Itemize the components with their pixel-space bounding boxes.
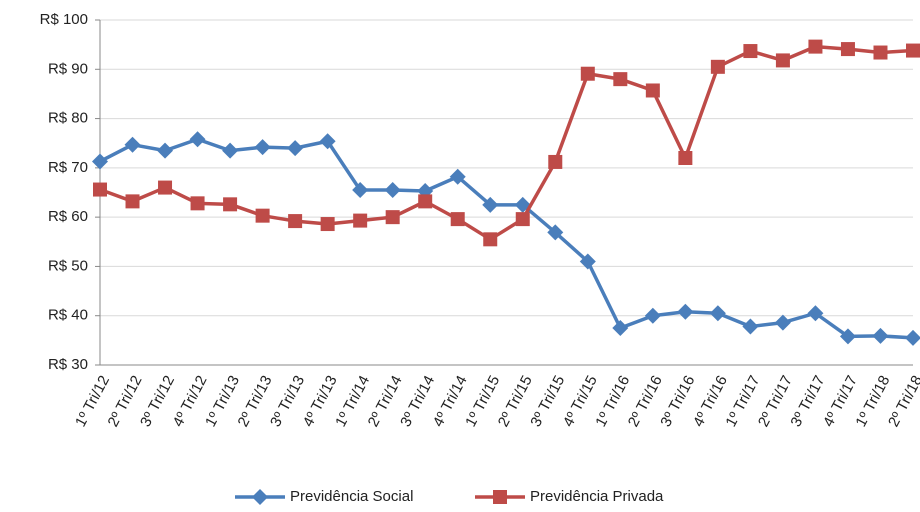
marker: [320, 217, 335, 232]
marker: [840, 42, 855, 57]
series-line: [99, 44, 914, 242]
marker: [93, 182, 107, 197]
marker: [807, 305, 824, 322]
y-tick-label: R$ 50: [48, 257, 88, 274]
legend-marker: [252, 489, 268, 505]
legend-label: Previdência Social: [290, 488, 413, 505]
series-line: [99, 137, 914, 340]
marker: [579, 253, 596, 270]
marker: [319, 133, 336, 150]
marker: [158, 180, 173, 195]
y-tick-label: R$ 60: [48, 208, 88, 225]
marker: [645, 83, 660, 98]
marker: [288, 214, 303, 229]
marker: [547, 224, 564, 241]
legend-item: Previdência Social: [235, 488, 413, 505]
y-tick-label: R$ 30: [48, 356, 88, 373]
marker: [385, 210, 400, 225]
marker: [384, 182, 401, 199]
y-tick-label: R$ 40: [48, 307, 88, 324]
y-tick-label: R$ 100: [40, 11, 88, 28]
marker: [872, 327, 889, 344]
marker: [743, 44, 758, 59]
marker: [124, 136, 141, 153]
marker: [449, 168, 466, 185]
marker: [482, 196, 499, 213]
marker: [222, 142, 239, 159]
marker: [644, 307, 661, 324]
marker: [352, 182, 369, 199]
marker: [190, 196, 205, 211]
marker: [92, 153, 108, 170]
marker: [808, 39, 823, 54]
marker: [873, 45, 888, 60]
marker: [418, 194, 433, 209]
marker: [223, 197, 238, 212]
marker: [774, 314, 791, 331]
marker: [710, 59, 725, 74]
y-tick-label: R$ 90: [48, 60, 88, 77]
marker: [905, 329, 920, 346]
legend-marker: [493, 490, 507, 504]
marker: [612, 320, 629, 337]
marker: [677, 303, 694, 320]
marker: [580, 66, 595, 81]
marker: [709, 305, 726, 322]
marker: [353, 213, 368, 228]
marker: [742, 318, 759, 335]
marker: [125, 194, 140, 209]
marker: [254, 139, 271, 156]
legend-label: Previdência Privada: [530, 488, 664, 505]
marker: [548, 154, 563, 169]
marker: [515, 212, 530, 227]
marker: [678, 151, 693, 165]
marker: [613, 72, 628, 87]
marker: [906, 43, 920, 58]
marker: [450, 212, 465, 227]
y-tick-label: R$ 80: [48, 110, 88, 127]
marker: [255, 208, 270, 223]
marker: [483, 232, 498, 247]
marker: [189, 131, 206, 148]
legend-item: Previdência Privada: [475, 488, 664, 505]
marker: [839, 328, 856, 345]
marker: [157, 142, 174, 159]
marker: [775, 53, 790, 68]
y-tick-label: R$ 70: [48, 159, 88, 176]
marker: [287, 140, 304, 157]
